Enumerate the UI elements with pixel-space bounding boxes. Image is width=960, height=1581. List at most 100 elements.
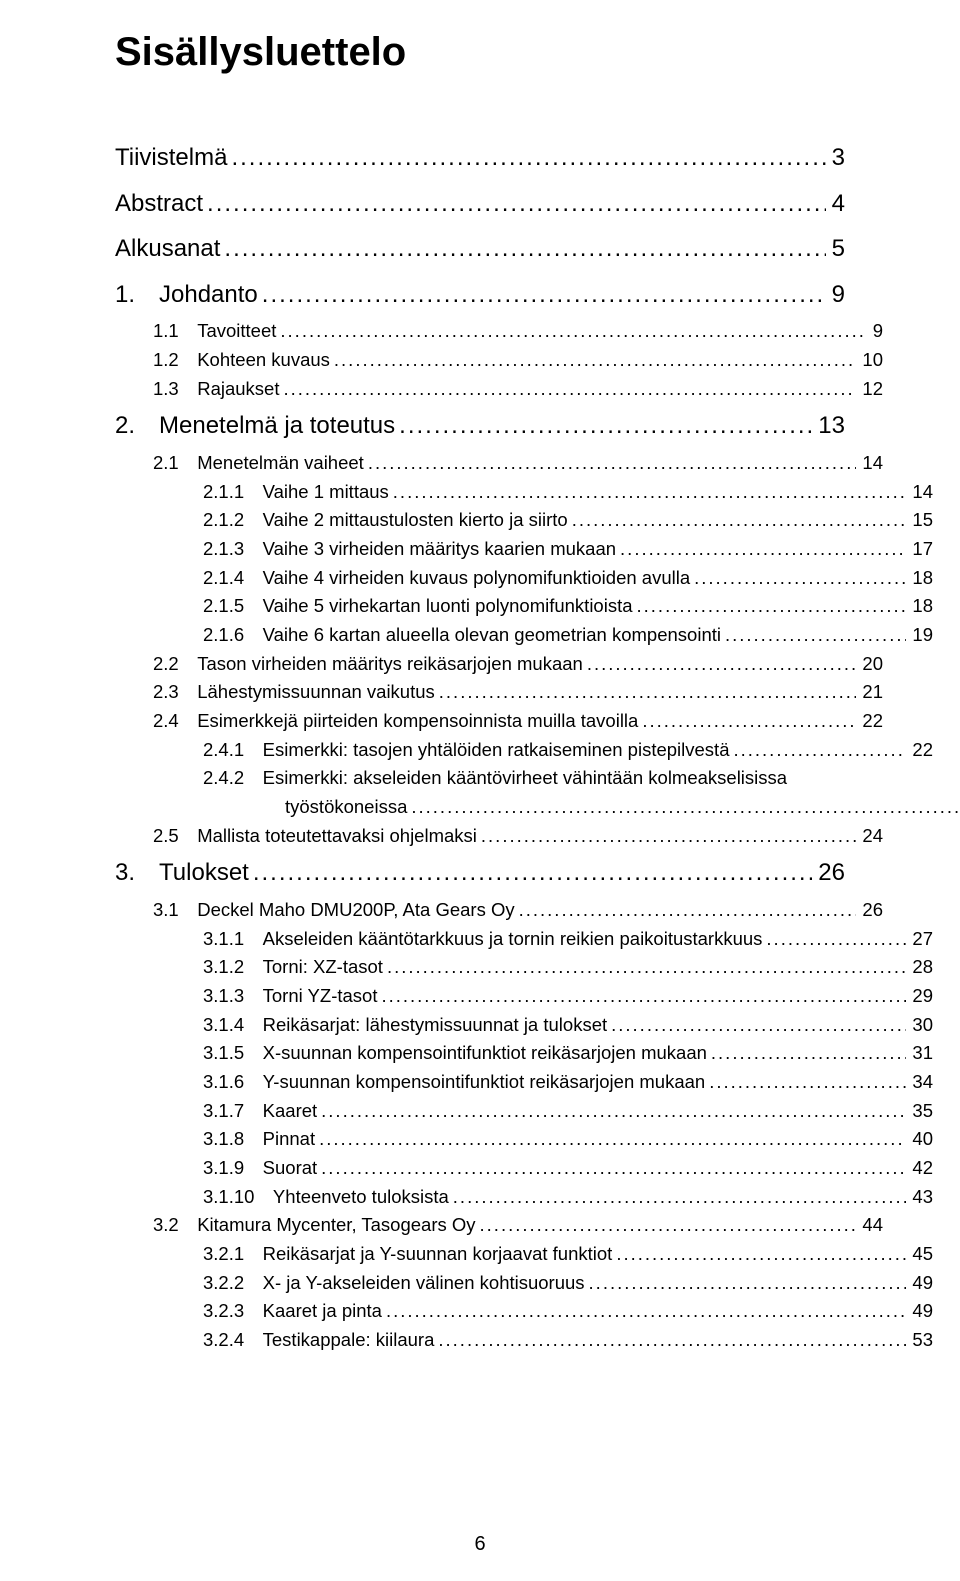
- page-title: Sisällysluettelo: [115, 30, 845, 75]
- toc-entry: työstökoneissa24: [115, 793, 960, 822]
- toc-entry: 3.1.5 X-suunnan kompensointifunktiot rei…: [115, 1039, 933, 1068]
- toc-leader-dots: [262, 272, 826, 318]
- toc-leader-dots: [709, 1068, 906, 1097]
- toc-entry-page: 44: [856, 1211, 883, 1240]
- toc-leader-dots: [224, 226, 825, 272]
- toc-entry: 3. Tulokset26: [115, 850, 845, 896]
- toc-entry: Abstract4: [115, 181, 845, 227]
- toc-entry-label: 2.1.6 Vaihe 6 kartan alueella olevan geo…: [203, 621, 725, 650]
- toc-entry-page: 13: [812, 403, 845, 449]
- toc-entry-label: 2.1 Menetelmän vaiheet: [153, 449, 368, 478]
- toc-entry: 2.1.4 Vaihe 4 virheiden kuvaus polynomif…: [115, 564, 933, 593]
- toc-entry-label: 3.1 Deckel Maho DMU200P, Ata Gears Oy: [153, 896, 519, 925]
- toc-entry-page: 27: [906, 925, 933, 954]
- toc-leader-dots: [519, 896, 857, 925]
- toc-entry-page: 49: [906, 1297, 933, 1326]
- toc-leader-dots: [725, 621, 906, 650]
- toc-entry-label: 3.1.9 Suorat: [203, 1154, 321, 1183]
- toc-entry: 2. Menetelmä ja toteutus13: [115, 403, 845, 449]
- toc-entry-page: 43: [906, 1183, 933, 1212]
- toc-leader-dots: [453, 1183, 907, 1212]
- toc-entry-page: 17: [906, 535, 933, 564]
- toc-leader-dots: [480, 1211, 857, 1240]
- toc-entry-label: 2.1.5 Vaihe 5 virhekartan luonti polynom…: [203, 592, 637, 621]
- toc-leader-dots: [321, 1097, 906, 1126]
- toc-leader-dots: [711, 1039, 907, 1068]
- toc-leader-dots: [572, 506, 907, 535]
- toc-entry-page: 5: [826, 226, 845, 272]
- toc-entry: 2.4.2 Esimerkki: akseleiden kääntövirhee…: [115, 764, 933, 793]
- toc-entry-page: 40: [906, 1125, 933, 1154]
- toc-leader-dots: [642, 707, 856, 736]
- toc-entry-label: 1.3 Rajaukset: [153, 375, 283, 404]
- toc-leader-dots: [439, 678, 857, 707]
- toc-entry-label: 2.1.3 Vaihe 3 virheiden määritys kaarien…: [203, 535, 620, 564]
- toc-entry: 3.1.4 Reikäsarjat: lähestymissuunnat ja …: [115, 1011, 933, 1040]
- toc-entry: 2.4.1 Esimerkki: tasojen yhtälöiden ratk…: [115, 736, 933, 765]
- toc-entry-page: 35: [906, 1097, 933, 1126]
- toc-entry: 3.2.3 Kaaret ja pinta 49: [115, 1297, 933, 1326]
- page-number: 6: [0, 1533, 960, 1556]
- toc-entry-page: 29: [906, 982, 933, 1011]
- toc-entry: 3.2 Kitamura Mycenter, Tasogears Oy 44: [115, 1211, 883, 1240]
- toc-entry-label: 3.2.4 Testikappale: kiilaura: [203, 1326, 438, 1355]
- toc-entry-page: 14: [906, 478, 933, 507]
- toc-entry-label: 2.4 Esimerkkejä piirteiden kompensoinnis…: [153, 707, 642, 736]
- toc-leader-dots: [280, 317, 866, 346]
- toc-entry-page: 31: [906, 1039, 933, 1068]
- toc-entry-label: työstökoneissa: [285, 793, 411, 822]
- toc-entry-label: Alkusanat: [115, 226, 224, 272]
- toc-entry-page: 53: [906, 1326, 933, 1355]
- toc-entry-page: 42: [906, 1154, 933, 1183]
- toc-entry-label: 3.2 Kitamura Mycenter, Tasogears Oy: [153, 1211, 480, 1240]
- toc-entry: 2.1.6 Vaihe 6 kartan alueella olevan geo…: [115, 621, 933, 650]
- toc-entry: 3.1.6 Y-suunnan kompensointifunktiot rei…: [115, 1068, 933, 1097]
- toc-leader-dots: [231, 135, 825, 181]
- toc-leader-dots: [368, 449, 857, 478]
- toc-entry-label: 3.1.5 X-suunnan kompensointifunktiot rei…: [203, 1039, 711, 1068]
- toc-leader-dots: [399, 403, 812, 449]
- toc-entry-page: 22: [906, 736, 933, 765]
- table-of-contents: Tiivistelmä3Abstract4Alkusanat51. Johdan…: [115, 135, 845, 1355]
- toc-entry-label: 3.2.1 Reikäsarjat ja Y-suunnan korjaavat…: [203, 1240, 616, 1269]
- toc-entry-label: 2.1.4 Vaihe 4 virheiden kuvaus polynomif…: [203, 564, 694, 593]
- toc-leader-dots: [587, 650, 857, 679]
- toc-entry-label: 3.2.3 Kaaret ja pinta: [203, 1297, 386, 1326]
- toc-entry: 2.1 Menetelmän vaiheet14: [115, 449, 883, 478]
- toc-entry-label: 3.1.4 Reikäsarjat: lähestymissuunnat ja …: [203, 1011, 611, 1040]
- toc-entry: Tiivistelmä3: [115, 135, 845, 181]
- toc-entry-label: 3.2.2 X- ja Y-akseleiden välinen kohtisu…: [203, 1269, 589, 1298]
- toc-entry: 2.2 Tason virheiden määritys reikäsarjoj…: [115, 650, 883, 679]
- toc-entry-page: 34: [906, 1068, 933, 1097]
- toc-entry: 2.1.2 Vaihe 2 mittaustulosten kierto ja …: [115, 506, 933, 535]
- toc-entry-page: 9: [867, 317, 883, 346]
- toc-entry-page: 30: [906, 1011, 933, 1040]
- toc-entry: 3.2.1 Reikäsarjat ja Y-suunnan korjaavat…: [115, 1240, 933, 1269]
- toc-leader-dots: [334, 346, 857, 375]
- toc-entry-page: 3: [826, 135, 845, 181]
- toc-entry: 3.2.2 X- ja Y-akseleiden välinen kohtisu…: [115, 1269, 933, 1298]
- toc-leader-dots: [283, 375, 856, 404]
- toc-entry: 2.3 Lähestymissuunnan vaikutus21: [115, 678, 883, 707]
- toc-entry-label: 2.2 Tason virheiden määritys reikäsarjoj…: [153, 650, 587, 679]
- toc-entry-page: 49: [906, 1269, 933, 1298]
- toc-entry-label: 2.4.1 Esimerkki: tasojen yhtälöiden ratk…: [203, 736, 733, 765]
- toc-entry: 2.1.5 Vaihe 5 virhekartan luonti polynom…: [115, 592, 933, 621]
- toc-entry-label: 2.1.1 Vaihe 1 mittaus: [203, 478, 393, 507]
- toc-entry-label: 3.1.8 Pinnat: [203, 1125, 319, 1154]
- toc-entry: 3.1.7 Kaaret35: [115, 1097, 933, 1126]
- toc-entry-page: 26: [812, 850, 845, 896]
- toc-leader-dots: [637, 592, 907, 621]
- toc-entry-label: 3.1.1 Akseleiden kääntötarkkuus ja torni…: [203, 925, 766, 954]
- toc-entry: 1.1 Tavoitteet 9: [115, 317, 883, 346]
- toc-entry-page: 21: [856, 678, 883, 707]
- toc-entry-label: 1.1 Tavoitteet: [153, 317, 280, 346]
- toc-leader-dots: [386, 1297, 906, 1326]
- toc-entry-label: 3.1.6 Y-suunnan kompensointifunktiot rei…: [203, 1068, 709, 1097]
- toc-entry-page: 18: [906, 564, 933, 593]
- toc-leader-dots: [589, 1269, 907, 1298]
- toc-entry: 2.1.1 Vaihe 1 mittaus 14: [115, 478, 933, 507]
- toc-entry-label: 1.2 Kohteen kuvaus: [153, 346, 334, 375]
- toc-entry-page: 15: [906, 506, 933, 535]
- toc-leader-dots: [611, 1011, 906, 1040]
